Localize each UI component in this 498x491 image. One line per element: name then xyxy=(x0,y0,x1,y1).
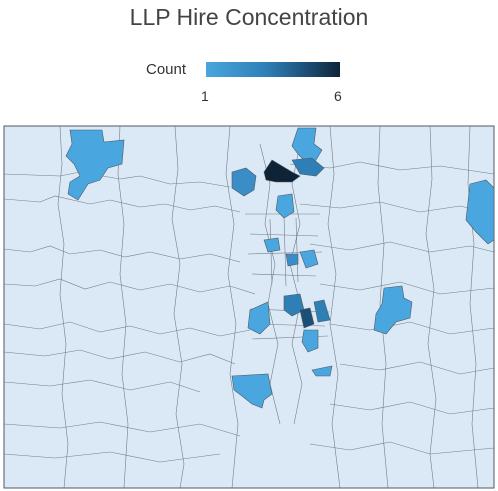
region-south-cluster-d[interactable] xyxy=(313,299,331,323)
region-center-b[interactable] xyxy=(299,249,319,269)
choropleth-map[interactable] xyxy=(0,124,498,491)
region-south-cluster-a[interactable] xyxy=(283,293,305,317)
region-center-c[interactable] xyxy=(285,253,299,267)
region-north-central-c[interactable] xyxy=(291,157,325,177)
region-north-central-peak[interactable] xyxy=(263,159,301,183)
region-south-cluster-b[interactable] xyxy=(299,307,315,329)
page-title: LLP Hire Concentration xyxy=(129,4,369,30)
region-south-east-small[interactable] xyxy=(311,365,333,377)
region-south-west[interactable] xyxy=(231,373,273,409)
region-east-mid[interactable] xyxy=(373,285,413,335)
highlighted-regions xyxy=(65,127,495,409)
legend-color-bar xyxy=(206,62,340,77)
legend-max-label: 6 xyxy=(334,88,342,104)
region-north-central-a[interactable] xyxy=(231,167,257,197)
region-east-edge[interactable] xyxy=(465,179,495,245)
region-north-central-b[interactable] xyxy=(291,127,323,163)
region-center-a[interactable] xyxy=(263,237,281,253)
region-south-cluster-e[interactable] xyxy=(301,329,319,353)
legend-min-label: 1 xyxy=(201,88,209,104)
region-north-central-d[interactable] xyxy=(275,193,295,219)
legend-label: Count xyxy=(146,61,187,78)
region-south-cluster-c[interactable] xyxy=(247,301,271,335)
region-nw[interactable] xyxy=(65,129,125,201)
